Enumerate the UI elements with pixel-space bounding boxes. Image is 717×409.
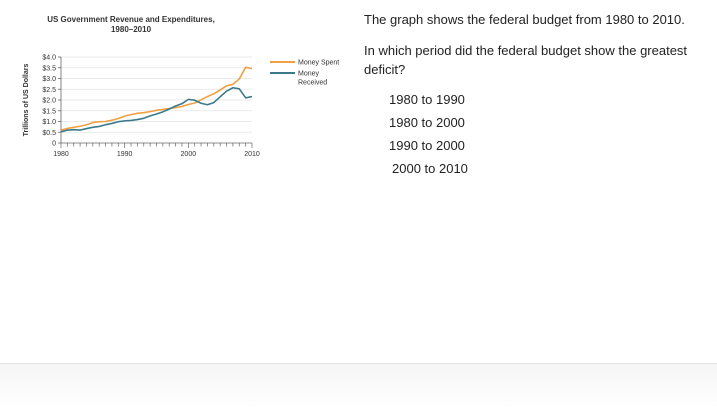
footer-bar xyxy=(0,363,717,409)
y-tick-label: $1.0 xyxy=(42,119,56,126)
series-line-money-spent xyxy=(60,66,253,131)
x-tick-label: 1980 xyxy=(53,151,69,158)
series-line-money-received xyxy=(60,86,253,133)
y-tick-label: $2.0 xyxy=(42,98,56,105)
y-tick-label: $3.0 xyxy=(42,76,56,83)
legend-label-money-received: Money Received xyxy=(298,71,327,87)
answer-option-4[interactable]: 2000 to 2010 xyxy=(392,161,468,176)
question-text: In which period did the federal budget s… xyxy=(364,43,688,77)
chart-subtitle: 1980–2010 xyxy=(111,25,152,34)
question-area: The graph shows the federal budget from … xyxy=(364,10,709,79)
x-tick-label: 1990 xyxy=(117,151,133,158)
y-axis-ticks: 0 $0.5 $1.0 $1.5 $2.0 $2.5 $3.0 $3.5 $4.0 xyxy=(42,55,61,148)
y-tick-label: $2.5 xyxy=(42,87,56,94)
y-tick-label: $4.0 xyxy=(42,55,56,62)
budget-line-chart: US Government Revenue and Expenditures, … xyxy=(23,15,339,158)
y-tick-label: $0.5 xyxy=(42,130,56,137)
y-axis-label: Trillions of US Dollars xyxy=(23,64,30,137)
x-tick-label: 2010 xyxy=(244,151,260,158)
answer-option-1[interactable]: 1980 to 1990 xyxy=(389,92,465,107)
y-tick-label: 0 xyxy=(52,141,56,148)
answer-option-2[interactable]: 1980 to 2000 xyxy=(389,115,465,130)
answer-option-3[interactable]: 1990 to 2000 xyxy=(389,138,465,153)
question-intro: The graph shows the federal budget from … xyxy=(364,12,685,27)
chart-series xyxy=(60,66,253,133)
x-tick-label: 2000 xyxy=(181,151,197,158)
y-tick-label: $1.5 xyxy=(42,108,56,115)
chart-legend: Money Spent Money Received xyxy=(270,60,339,87)
legend-label-money-spent: Money Spent xyxy=(298,60,339,67)
x-axis-ticks: 1980 1990 2000 2010 xyxy=(53,143,260,158)
chart-title: US Government Revenue and Expenditures, xyxy=(47,15,215,24)
y-tick-label: $3.5 xyxy=(42,65,56,72)
answer-options: 1980 to 1990 1980 to 2000 1990 to 2000 2… xyxy=(389,90,468,182)
